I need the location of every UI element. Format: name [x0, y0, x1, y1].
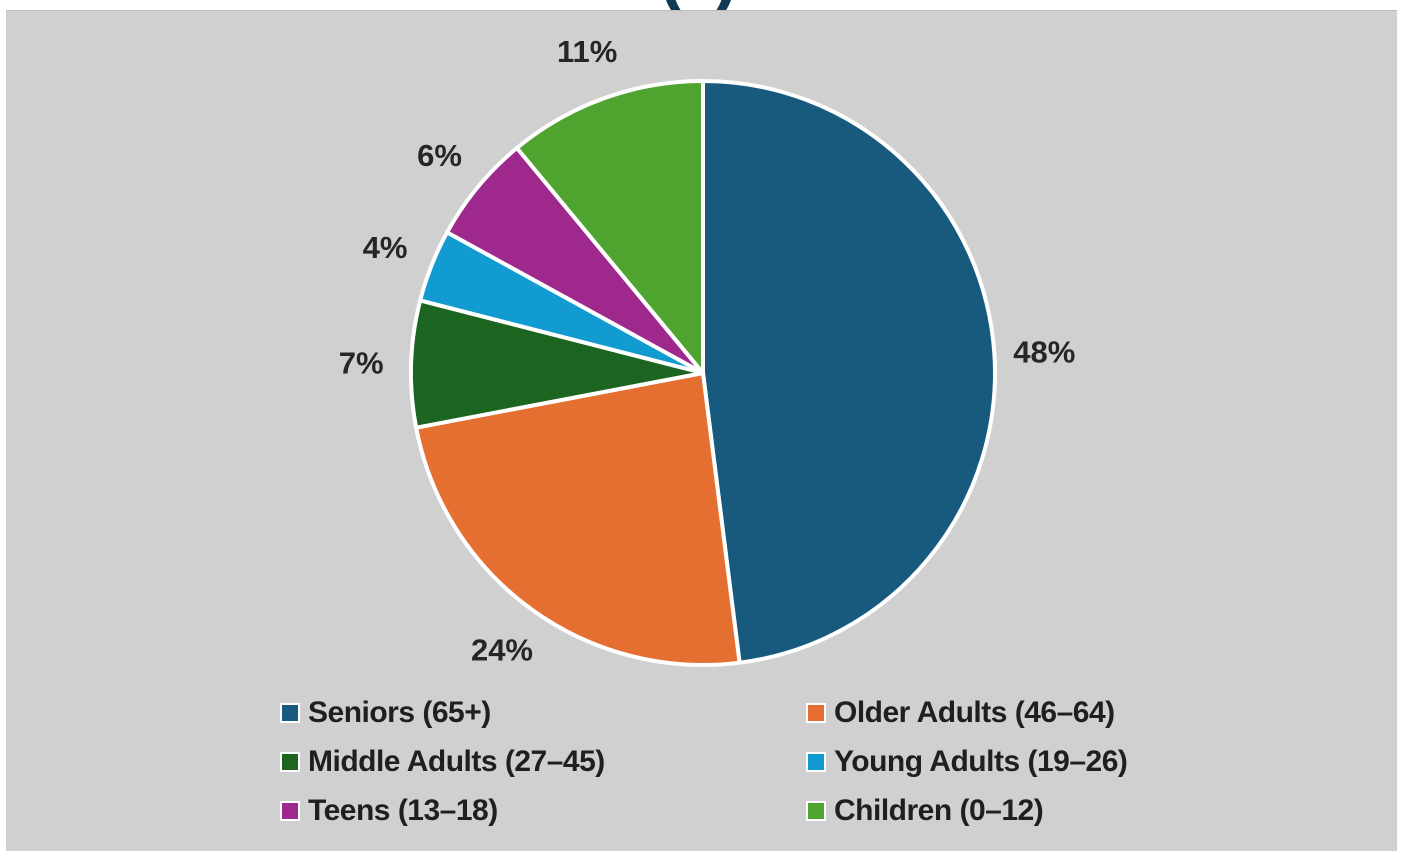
pie-slice-1 — [414, 371, 742, 667]
slice-label-5: 11% — [557, 34, 617, 69]
title-fragment: ( ) — [0, 0, 1403, 10]
slice-label-4: 6% — [417, 138, 462, 173]
slice-label-2: 7% — [339, 345, 384, 380]
slice-label-0: 48% — [1013, 335, 1075, 370]
pie-slice-2 — [409, 298, 705, 430]
pie-slice-5 — [514, 79, 705, 375]
slice-label-3: 4% — [363, 230, 408, 265]
slice-label-1: 24% — [471, 633, 533, 668]
pie-slice-0 — [701, 79, 997, 665]
